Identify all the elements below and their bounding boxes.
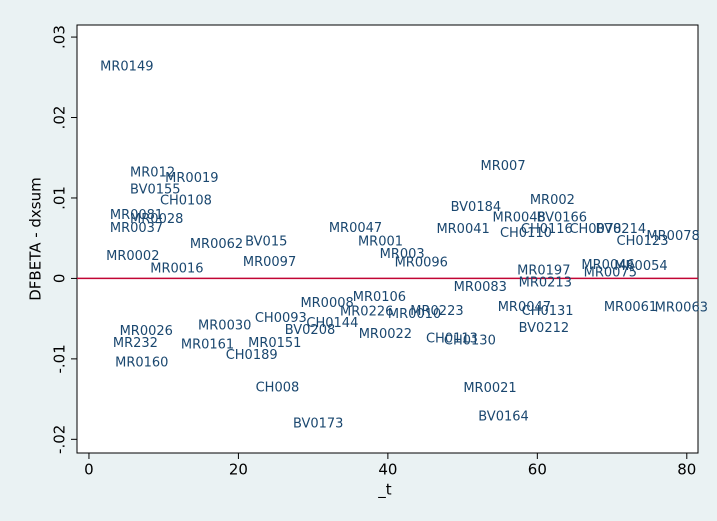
marker-label: BV0155	[130, 182, 181, 197]
marker-label: MR0048	[492, 211, 545, 226]
marker-label: CH0108	[160, 194, 212, 209]
x-tick-label: 40	[378, 461, 397, 479]
marker-label: MR0002	[106, 249, 159, 264]
marker-label: MR0197	[517, 264, 570, 279]
marker-label: BV0208	[285, 323, 336, 338]
marker-label: CH0110	[500, 226, 552, 241]
marker-label: MR0063	[655, 301, 708, 316]
marker-label: MR0075	[584, 265, 637, 280]
marker-label: MR0223	[410, 304, 463, 319]
marker-label: MR0030	[198, 318, 251, 333]
marker-label: CH008	[256, 380, 300, 395]
marker-label: CH0189	[226, 348, 278, 363]
marker-label: MR0062	[190, 237, 243, 252]
marker-label: MR0021	[463, 381, 516, 396]
marker-label: BV0212	[519, 321, 570, 336]
marker-label: MR0213	[519, 276, 572, 291]
marker-label: CH0131	[522, 304, 574, 319]
x-tick-label: 60	[528, 461, 547, 479]
marker-label: MR007	[481, 159, 526, 174]
x-axis-title: _t	[377, 481, 392, 500]
marker-label: MR0054	[614, 259, 667, 274]
marker-label: MR0161	[181, 338, 234, 353]
y-tick-label: 0	[51, 274, 69, 284]
marker-label: MR0026	[120, 324, 173, 339]
marker-label: MR0028	[130, 212, 183, 227]
marker-label: MR0096	[395, 256, 448, 271]
y-tick-label: -.02	[51, 425, 69, 454]
marker-label: BV015	[245, 235, 287, 250]
marker-label: MR002	[530, 193, 575, 208]
x-tick-label: 80	[677, 461, 696, 479]
marker-label: MR0081	[110, 208, 163, 223]
y-tick-label: .03	[51, 25, 69, 49]
x-tick-label: 20	[229, 461, 248, 479]
marker-label: CH0144	[306, 316, 358, 331]
marker-label: MR0160	[115, 355, 168, 370]
marker-label: CH0116	[521, 222, 573, 237]
marker-label: MR0151	[248, 336, 301, 351]
marker-label: MR0078	[646, 229, 699, 244]
marker-label: CH0130	[444, 334, 496, 349]
marker-label: MR232	[113, 336, 158, 351]
marker-label: MR0097	[243, 255, 296, 270]
marker-label: MR0226	[340, 305, 393, 320]
marker-label: MR0010	[388, 307, 441, 322]
marker-label: MR0047	[498, 300, 551, 315]
y-tick-label: .01	[51, 186, 69, 210]
marker-label: MR0061	[604, 300, 657, 315]
marker-label: CH0078	[569, 222, 621, 237]
marker-label: MR0041	[436, 222, 489, 237]
x-tick-label: 0	[84, 461, 94, 479]
marker-label: BV0214	[596, 222, 647, 237]
marker-label: CH0123	[617, 234, 669, 249]
marker-label: CH0113	[426, 331, 478, 346]
marker-label: MR0019	[165, 171, 218, 186]
marker-label: MR0008	[300, 296, 353, 311]
marker-label: MR0046	[581, 258, 634, 273]
marker-label: MR0022	[359, 327, 412, 342]
marker-label: MR0037	[110, 221, 163, 236]
plot-region	[76, 24, 699, 454]
marker-label: MR0149	[100, 59, 153, 74]
marker-label: BV0173	[293, 417, 344, 432]
marker-label: MR0083	[454, 280, 507, 295]
marker-label: BV0164	[478, 409, 529, 424]
marker-label: MR012	[130, 166, 175, 181]
marker-label: BV0166	[537, 211, 588, 226]
y-axis-title: DFBETA - dxsum	[27, 177, 45, 301]
marker-label: BV0184	[451, 200, 502, 215]
marker-label: MR0106	[353, 290, 406, 305]
marker-label: CH0093	[255, 311, 307, 326]
y-tick-label: .02	[51, 106, 69, 130]
marker-label: MR003	[380, 247, 425, 262]
marker-label: MR0016	[150, 261, 203, 276]
y-tick-label: -.01	[51, 344, 69, 373]
marker-label: MR001	[358, 235, 403, 250]
marker-label: MR0047	[329, 221, 382, 236]
